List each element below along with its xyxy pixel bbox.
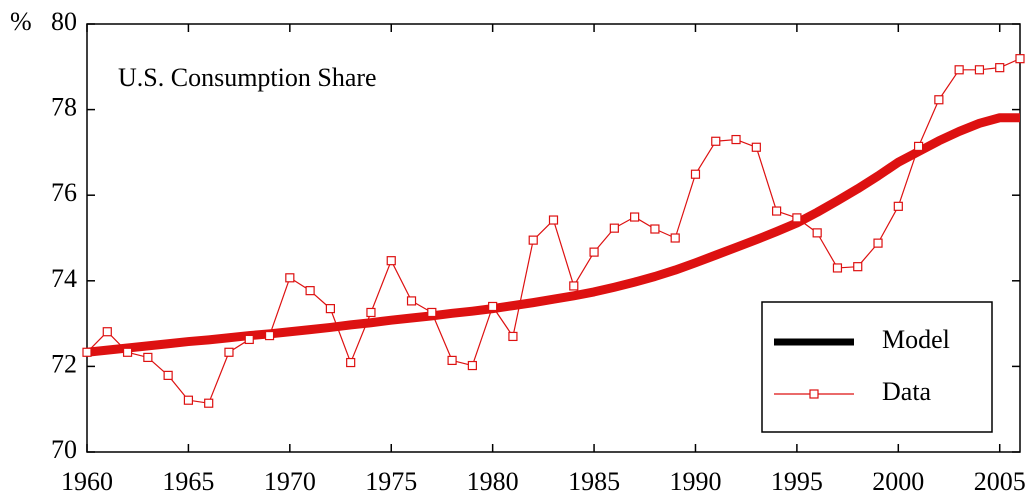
- data-point: [893, 201, 903, 211]
- data-point: [285, 273, 295, 283]
- model-line: [86, 113, 1020, 357]
- data-point: [812, 228, 822, 238]
- data-point: [122, 347, 133, 357]
- x-tick-label: 1980: [467, 467, 519, 496]
- y-tick-label: 70: [51, 435, 77, 464]
- y-tick-label: 74: [51, 264, 77, 293]
- data-point: [224, 347, 234, 357]
- x-tick-label: 1960: [61, 467, 113, 496]
- data-point: [305, 286, 315, 296]
- y-tick-label: 76: [51, 178, 77, 207]
- data-point: [609, 223, 619, 233]
- data-point: [467, 360, 477, 371]
- data-point: [447, 355, 457, 366]
- data-point: [488, 301, 498, 312]
- data-point: [974, 65, 985, 75]
- y-tick-label: 80: [51, 7, 77, 36]
- y-tick-label: 72: [51, 349, 77, 378]
- data-point: [853, 262, 863, 272]
- data-point: [792, 213, 802, 223]
- data-point: [751, 142, 761, 152]
- data-point: [873, 238, 883, 248]
- x-tick-label: 2005: [974, 467, 1026, 496]
- data-point: [183, 395, 194, 405]
- x-tick-label: 2000: [872, 467, 924, 496]
- data-point: [630, 212, 640, 222]
- data-point: [264, 330, 275, 341]
- x-tick-label: 1995: [771, 467, 823, 496]
- legend-marker: [809, 389, 819, 399]
- data-point: [386, 256, 396, 266]
- x-tick-label: 1975: [365, 467, 417, 496]
- data-point: [528, 235, 538, 245]
- legend-label: Data: [882, 377, 932, 406]
- x-tick-label: 1965: [162, 467, 214, 496]
- data-point: [366, 307, 376, 318]
- data-point: [569, 281, 579, 291]
- data-point: [995, 63, 1005, 73]
- data-point: [650, 224, 660, 234]
- y-tick-label: 78: [51, 93, 77, 122]
- data-point: [934, 95, 944, 105]
- x-tick-label: 1985: [568, 467, 620, 496]
- data-point: [832, 263, 843, 273]
- data-point: [244, 334, 254, 345]
- legend-box: [761, 301, 993, 433]
- data-point: [427, 307, 437, 318]
- data-point: [690, 169, 701, 179]
- data-point: [772, 206, 782, 216]
- legend-label: Model: [882, 325, 950, 354]
- x-tick-label: 1970: [264, 467, 316, 496]
- data-point: [548, 215, 559, 225]
- data-point: [954, 65, 964, 75]
- data-point: [508, 331, 518, 342]
- data-point: [163, 370, 173, 380]
- data-point: [589, 247, 599, 257]
- data-point: [325, 304, 335, 314]
- x-tick-label: 1990: [669, 467, 721, 496]
- data-point: [913, 141, 924, 152]
- data-point: [102, 327, 112, 337]
- data-point: [670, 233, 680, 243]
- annotation: U.S. Consumption Share: [118, 63, 377, 92]
- plot-frame: [86, 23, 1021, 453]
- data-point: [143, 352, 153, 363]
- data-point: [82, 347, 92, 357]
- data-point: [711, 136, 721, 146]
- y-axis-label: %: [10, 7, 32, 36]
- data-point: [204, 398, 214, 408]
- data-point: [346, 357, 356, 368]
- data-point: [406, 296, 417, 306]
- data-point: [731, 134, 741, 145]
- data-point: [1015, 54, 1025, 64]
